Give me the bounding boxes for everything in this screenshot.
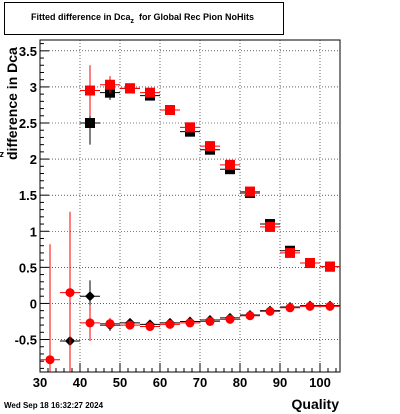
y-axis-label-text: difference in Dcaz [0, 47, 20, 160]
data-point-square [145, 87, 155, 98]
y-tick-label: 2.5 [19, 116, 37, 131]
data-point-square [165, 105, 175, 116]
data-point-circle [85, 318, 95, 328]
data-point-circle [305, 301, 315, 311]
data-point-circle [45, 355, 55, 365]
data-point-circle [185, 318, 195, 328]
data-point-square [245, 186, 255, 197]
data-point-square [125, 83, 135, 94]
y-tick-label: 3 [30, 80, 37, 95]
data-point-square [285, 247, 295, 258]
data-point-circle [65, 288, 75, 298]
data-point-square [185, 122, 195, 133]
x-tick-label: 90 [273, 375, 287, 390]
title-subscript: z [130, 17, 135, 25]
title-main: Fitted difference in Dca [31, 12, 131, 23]
data-point-circle [125, 320, 135, 330]
chart-title-box: Fitted difference in Dcaz for Global Rec… [4, 2, 284, 35]
data-point-circle [205, 316, 215, 326]
data-point-circle [225, 314, 235, 324]
data-point-circle [325, 301, 335, 311]
y-tick-label: 1.5 [19, 188, 37, 203]
data-point-circle [285, 303, 295, 313]
x-tick-label: 30 [33, 375, 47, 390]
y-tick-label: 0.5 [19, 260, 37, 275]
data-point-circle [165, 319, 175, 329]
y-tick-label: 1 [30, 224, 37, 239]
data-point-circle [265, 306, 275, 316]
data-point-square [105, 79, 115, 90]
plot-frame [39, 39, 341, 373]
title-rest: for Global Rec Pion NoHits [139, 12, 255, 23]
x-tick-label: 40 [73, 375, 87, 390]
data-point-square [305, 258, 315, 269]
data-point-circle [145, 322, 155, 332]
x-tick-label: 60 [153, 375, 167, 390]
data-point-square [265, 221, 275, 232]
y-tick-label: 0 [30, 296, 37, 311]
x-axis-label: Quality [291, 396, 339, 412]
data-point-square [205, 141, 215, 152]
data-point-circle [245, 311, 255, 321]
data-point-circle [105, 319, 115, 329]
y-tick-label: -0.5 [15, 333, 37, 348]
data-point-square [225, 159, 235, 170]
x-tick-label: 80 [233, 375, 247, 390]
data-point-square [85, 118, 95, 128]
x-tick-label: 70 [193, 375, 207, 390]
data-point-square [85, 85, 95, 96]
x-tick-label: 100 [309, 375, 331, 390]
y-tick-label: 3.5 [19, 44, 37, 59]
x-tick-label: 50 [113, 375, 127, 390]
data-point-diamond [85, 291, 95, 302]
timestamp-footer: Wed Sep 18 16:32:27 2024 [4, 401, 104, 410]
chart-title: Fitted difference in Dcaz for Global Rec… [31, 12, 254, 25]
y-tick-label: 2 [30, 152, 37, 167]
data-point-square [325, 261, 335, 272]
